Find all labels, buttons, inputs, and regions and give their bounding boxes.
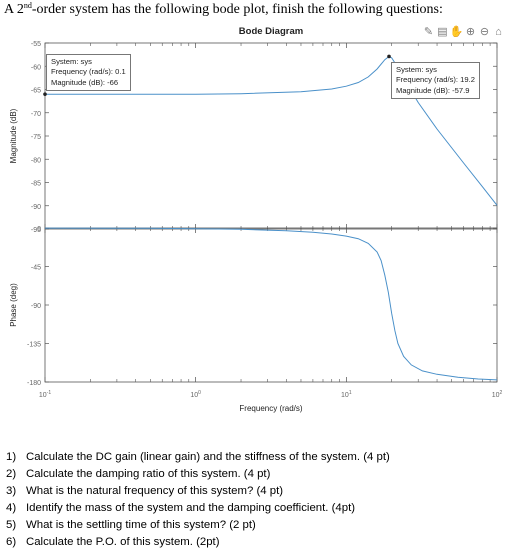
zoom-in-icon[interactable]: ⊕	[465, 26, 476, 38]
y-tick-label: -135	[27, 342, 41, 349]
magnitude-panel	[43, 42, 498, 230]
x-axis-label: Frequency (rad/s)	[239, 404, 302, 413]
question-text: What is the settling time of this system…	[26, 519, 256, 531]
y-tick-label: -95	[31, 227, 41, 234]
y-tick-label: -45	[31, 265, 41, 272]
datatip-marker	[43, 92, 47, 96]
problem-intro: A 2nd-order system has the following bod…	[4, 1, 443, 18]
y-axis-label: Phase (deg)	[9, 283, 18, 327]
chart-title: Bode Diagram	[239, 26, 303, 37]
intro-pre: A 2	[4, 2, 24, 17]
question-text: Calculate the P.O. of this system. (2pt)	[26, 536, 220, 548]
x-tick-label: 102	[492, 390, 503, 399]
axes-toolbar: ✎ ▤ ✋ ⊕ ⊖ ⌂	[422, 25, 505, 39]
x-tick-label: 10-1	[39, 390, 51, 399]
y-tick-label: -70	[31, 111, 41, 118]
brush-icon[interactable]: ✎	[423, 26, 434, 38]
datatip-icon[interactable]: ▤	[437, 26, 448, 38]
datatip-line: Frequency (rad/s): 19.2	[396, 75, 475, 85]
datatip-line: System: sys	[51, 57, 92, 66]
axes-box	[44, 227, 498, 383]
question-number: 6)	[6, 536, 17, 548]
datatip-line: Frequency (rad/s): 0.1	[51, 67, 126, 77]
magnitude-series-line	[45, 55, 498, 206]
question-item: 1) Calculate the DC gain (linear gain) an…	[6, 449, 390, 466]
home-icon[interactable]: ⌂	[495, 25, 502, 38]
question-number: 5)	[6, 519, 17, 531]
question-number: 3)	[6, 485, 17, 497]
question-item: 5) What is the settling time of this syst…	[6, 517, 390, 534]
y-tick-label: -80	[31, 157, 41, 164]
question-number: 2)	[6, 468, 17, 480]
y-tick-label: -85	[31, 181, 41, 188]
question-text: Calculate the damping ratio of this syst…	[26, 468, 271, 480]
question-number: 4)	[6, 502, 17, 514]
y-tick-label: -90	[31, 303, 41, 310]
question-item: 2) Calculate the damping ratio of this sy…	[6, 466, 390, 483]
figure-window: Bode Diagram -55 -60 -65 -70 -75 -80 -85 -90 -95 M…	[0, 19, 516, 432]
datatip-marker	[387, 54, 391, 59]
phase-series-line	[44, 227, 498, 381]
y-tick-label: -180	[27, 380, 41, 387]
intro-post: -order system has the following bode plo…	[31, 2, 443, 17]
y-tick-label: -60	[31, 64, 41, 71]
y-tick-label: -55	[31, 41, 41, 48]
pan-icon[interactable]: ✋	[449, 26, 464, 38]
y-tick-label: 0	[37, 226, 41, 233]
intro-sup: nd	[23, 1, 32, 10]
datatip-low-frequency[interactable]: System: sys Frequency (rad/s): 0.1 Magni…	[46, 54, 131, 91]
question-text: What is the natural frequency of this sy…	[26, 485, 284, 497]
y-tick-label: -90	[31, 204, 41, 211]
question-item: 6) Calculate the P.O. of this system. (2p…	[6, 534, 390, 551]
x-tick-label: 100	[190, 390, 201, 399]
y-tick-label: -65	[31, 88, 41, 95]
question-number: 1)	[6, 451, 17, 463]
x-tick-label: 101	[341, 390, 352, 399]
datatip-line: System: sys	[396, 65, 437, 74]
datatip-line: Magnitude (dB): -57.9	[396, 85, 470, 95]
datatip-peak[interactable]: System: sys Frequency (rad/s): 19.2 Magn…	[391, 62, 480, 99]
question-text: Identify the mass of the system and the …	[26, 502, 356, 514]
question-item: 3) What is the natural frequency of this …	[6, 483, 390, 500]
bode-chart: Bode Diagram -55 -60 -65 -70 -75 -80 -85 -90 -95 M…	[9, 26, 503, 413]
question-text: Calculate the DC gain (linear gain) and …	[26, 451, 390, 463]
question-list: 1) Calculate the DC gain (linear gain) an…	[6, 449, 390, 551]
y-axis-label: Magnitude (dB)	[9, 108, 18, 163]
datatip-line: Magnitude (dB): -66	[51, 77, 119, 87]
question-item: 4) Identify the mass of the system and th…	[6, 500, 390, 517]
zoom-out-icon[interactable]: ⊖	[479, 26, 490, 38]
y-tick-label: -75	[31, 134, 41, 141]
phase-panel	[44, 227, 498, 383]
